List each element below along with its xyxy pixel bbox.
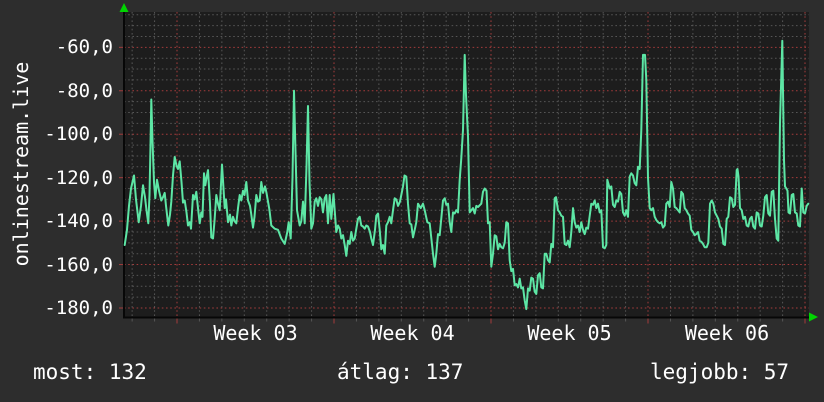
y-axis-label: -180,0 [44,296,113,319]
y-axis-label: -60,0 [55,36,113,59]
stat-most: most: 132 [33,360,147,384]
y-axis-label: -140,0 [44,210,113,233]
y-axis-label: -80,0 [55,79,113,102]
y-axis-label: -160,0 [44,253,113,276]
y-axis-label: -100,0 [44,123,113,146]
x-axis-label: Week 03 [213,321,298,345]
stat-best: legjobb: 57 [650,360,790,384]
y-axis-label: -120,0 [44,166,113,189]
x-axis-label: Week 05 [527,321,612,345]
x-axis-label: Week 04 [370,321,455,345]
stat-average: átlag: 137 [337,360,464,384]
x-axis-label: Week 06 [684,321,770,345]
